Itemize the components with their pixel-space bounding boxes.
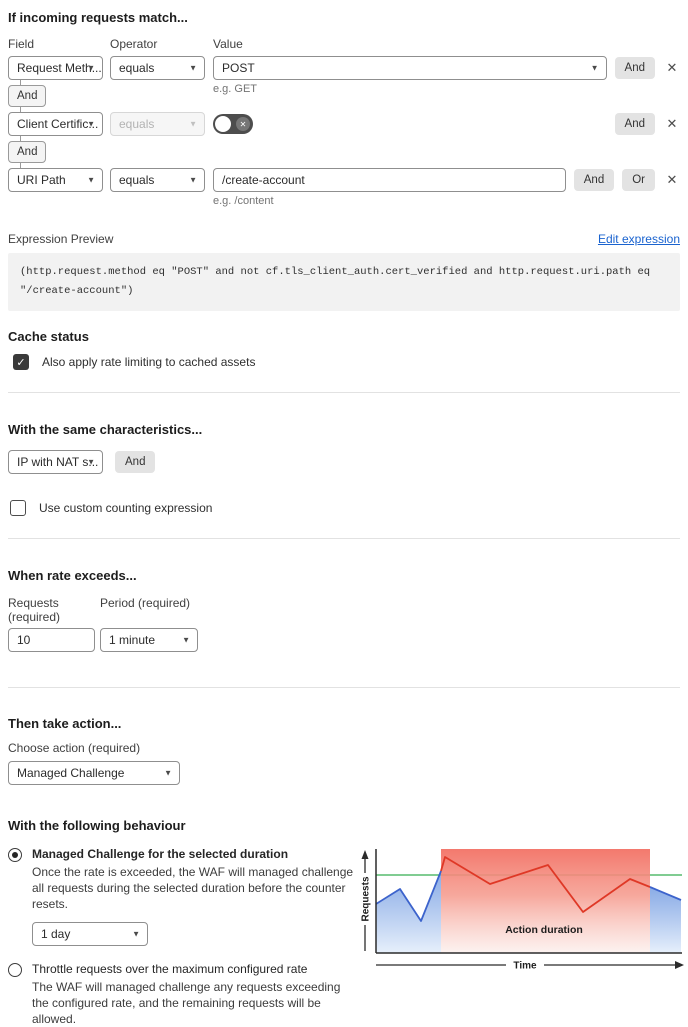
value-input[interactable]: /create-account	[213, 168, 566, 192]
divider	[8, 687, 680, 688]
behaviour-option-duration: Managed Challenge for the selected durat…	[8, 847, 360, 946]
behaviour-row: Managed Challenge for the selected durat…	[8, 847, 684, 1027]
checkbox-unchecked-icon[interactable]	[10, 500, 26, 516]
radio-selected-icon[interactable]	[8, 848, 22, 862]
section-title-cache: Cache status	[8, 329, 89, 344]
y-axis-arrow-icon	[361, 850, 369, 859]
condition-connector: And	[8, 136, 68, 168]
duration-select[interactable]: 1 day	[32, 922, 148, 946]
counting-expression-row: Use custom counting expression	[8, 500, 680, 516]
characteristics-row: IP with NAT s... And	[8, 450, 680, 474]
add-or-condition-button[interactable]: Or	[622, 169, 655, 191]
add-and-condition-button[interactable]: And	[573, 169, 615, 191]
chevron-down-icon	[87, 120, 95, 129]
divider	[8, 392, 680, 393]
column-label-value: Value	[213, 37, 243, 51]
behaviour-option-throttle: Throttle requests over the maximum confi…	[8, 962, 360, 1027]
divider	[8, 538, 680, 539]
action-duration-annotation: Action duration	[505, 924, 583, 936]
edit-expression-link[interactable]: Edit expression	[597, 232, 680, 246]
expression-preview-label: Expression Preview	[8, 232, 114, 246]
radio-unselected-icon[interactable]	[8, 963, 22, 977]
column-label-operator: Operator	[110, 37, 158, 51]
rate-labels: Requests (required) Period (required)	[8, 596, 680, 624]
remove-condition-icon[interactable]	[664, 116, 680, 132]
connector-and-chip: And	[8, 141, 47, 163]
expression-preview-code: (http.request.method eq "POST" and not c…	[8, 253, 680, 311]
behaviour-chart: Requests Time Action duration	[360, 847, 686, 1027]
field-select[interactable]: Client Certific...	[8, 112, 103, 136]
rate-limit-illustration: Requests Time Action duration	[361, 849, 684, 972]
operator-select[interactable]: equals	[110, 168, 205, 192]
field-select[interactable]: Request Meth...	[8, 56, 103, 80]
counting-expression-label: Use custom counting expression	[39, 501, 213, 515]
behaviour-options: Managed Challenge for the selected durat…	[8, 847, 360, 1027]
option-label: Managed Challenge for the selected durat…	[32, 847, 289, 861]
option-body: Throttle requests over the maximum confi…	[32, 962, 354, 1027]
section-title-action: Then take action...	[8, 716, 122, 731]
add-characteristic-button[interactable]: And	[115, 451, 156, 473]
operator-select[interactable]: equals	[110, 56, 205, 80]
add-and-condition-button[interactable]: And	[614, 113, 655, 135]
period-label: Period (required)	[100, 596, 191, 610]
checkbox-checked-icon[interactable]	[13, 354, 29, 370]
requests-input[interactable]: 10	[8, 628, 95, 652]
chevron-down-icon	[164, 769, 172, 778]
operator-select-disabled: equals	[110, 112, 205, 136]
remove-condition-icon[interactable]	[664, 60, 680, 76]
y-axis-label: Requests	[361, 876, 372, 921]
value-helper-text: e.g. GET	[213, 83, 258, 95]
rate-inputs: 10 1 minute	[8, 628, 680, 652]
chevron-down-icon	[189, 120, 197, 129]
expression-preview-header: Expression Preview Edit expression	[8, 232, 680, 246]
condition-connector: And	[8, 80, 68, 112]
choose-action-label: Choose action (required)	[8, 741, 141, 755]
add-and-condition-button[interactable]: And	[614, 57, 655, 79]
remove-condition-icon[interactable]	[664, 172, 680, 188]
x-axis-label: Time	[513, 961, 537, 972]
option-description: The WAF will managed challenge any reque…	[32, 980, 341, 1026]
matcher-row-2: Client Certific... equals And	[8, 112, 680, 136]
matcher-column-labels: Field Operator Value	[8, 37, 680, 51]
section-title-match: If incoming requests match...	[8, 10, 188, 25]
field-select[interactable]: URI Path	[8, 168, 103, 192]
column-label-field: Field	[8, 37, 35, 51]
matcher-row-3: URI Path equals /create-account And Or e…	[8, 168, 680, 207]
toggle-knob	[215, 116, 231, 132]
chevron-down-icon	[132, 930, 140, 939]
section-match: If incoming requests match... Field Oper…	[8, 10, 680, 207]
value-select[interactable]: POST	[213, 56, 607, 80]
requests-label: Requests (required)	[8, 596, 61, 624]
value-helper-text: e.g. /content	[213, 195, 274, 207]
matcher-row-1: Request Meth... equals POST And e.g. GET	[8, 56, 680, 95]
chevron-down-icon	[87, 176, 95, 185]
chevron-down-icon	[189, 64, 197, 73]
characteristic-select[interactable]: IP with NAT s...	[8, 450, 103, 474]
blue-area-right	[650, 887, 681, 953]
action-select[interactable]: Managed Challenge	[8, 761, 180, 785]
cache-checkbox-row: Also apply rate limiting to cached asset…	[8, 354, 680, 370]
chevron-down-icon	[87, 64, 95, 73]
option-body: Managed Challenge for the selected durat…	[32, 847, 354, 946]
section-title-behaviour: With the following behaviour	[8, 818, 186, 833]
chevron-down-icon	[591, 64, 599, 73]
blue-area-left	[376, 871, 441, 953]
option-description: Once the rate is exceeded, the WAF will …	[32, 865, 354, 911]
cache-checkbox-label: Also apply rate limiting to cached asset…	[42, 355, 256, 369]
chevron-down-icon	[182, 636, 190, 645]
option-label: Throttle requests over the maximum confi…	[32, 962, 308, 976]
section-title-rate: When rate exceeds...	[8, 568, 137, 583]
action-duration-band	[441, 849, 650, 953]
x-axis-arrow-icon	[675, 961, 684, 969]
period-select[interactable]: 1 minute	[100, 628, 198, 652]
not-toggle[interactable]	[213, 114, 253, 134]
chevron-down-icon	[189, 176, 197, 185]
toggle-x-icon	[236, 117, 250, 131]
section-title-characteristics: With the same characteristics...	[8, 422, 203, 437]
connector-and-chip: And	[8, 85, 47, 107]
chevron-down-icon	[87, 458, 95, 467]
